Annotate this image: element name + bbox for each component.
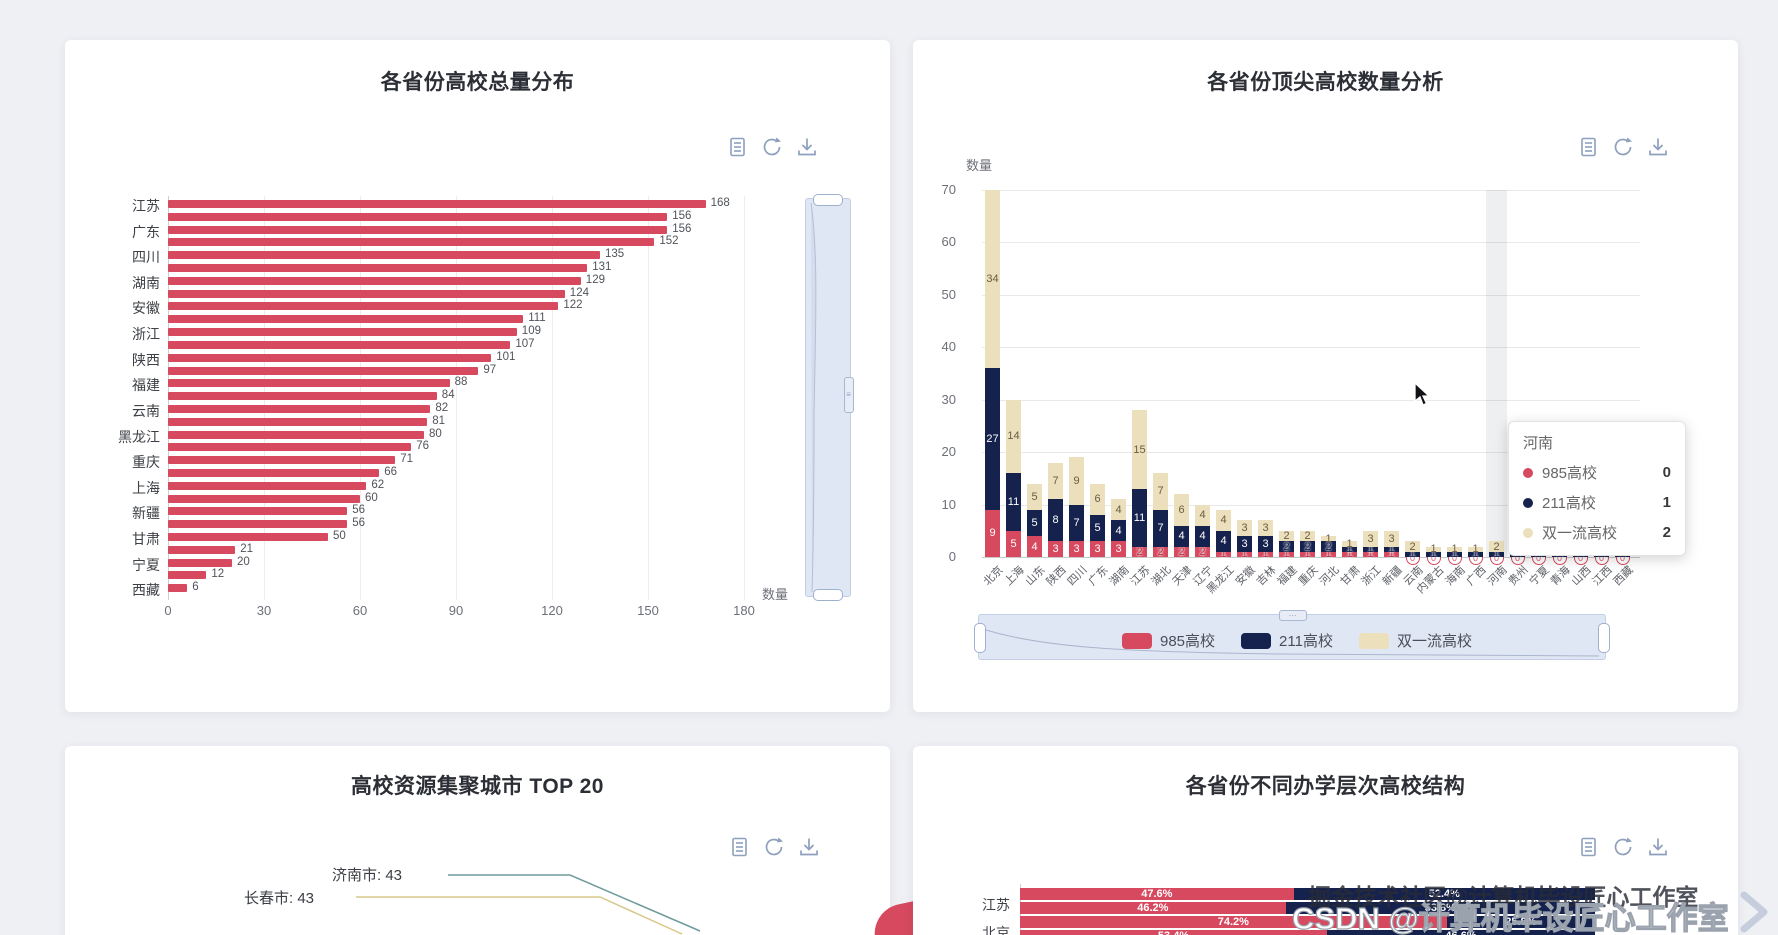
card-top-universities: 各省份顶尖高校数量分析 — [913, 40, 1738, 712]
card2-datazoom-slider[interactable]: ⋯ — [974, 610, 1610, 660]
legend-item-211[interactable]: 211高校 — [1241, 630, 1333, 651]
card1-datazoom-slider[interactable]: ≡ — [805, 194, 854, 601]
save-image-icon[interactable] — [1647, 136, 1669, 158]
tooltip-dot-985 — [1523, 467, 1533, 478]
tooltip-title: 河南 — [1523, 435, 1554, 452]
watermark-csdn: CSDN @计算机毕设匠心工作室 — [1291, 900, 1729, 935]
card2-axis-name: 数量 — [966, 158, 993, 173]
restore-icon[interactable] — [761, 136, 783, 158]
card1-datazoom-shadow-curve — [810, 202, 817, 593]
chevron-right-icon[interactable] — [1736, 889, 1778, 935]
chart-tooltip: 河南 985高校 0 211高校 1 双一流高校 2 — [1508, 421, 1686, 556]
card2-toolbox — [1578, 136, 1669, 158]
mouse-cursor-icon — [1414, 382, 1431, 406]
tooltip-row-shuangyiliu: 双一流高校 2 — [1523, 522, 1671, 543]
card1-datazoom-handle-top[interactable] — [813, 194, 843, 206]
card1-toolbox — [727, 136, 818, 158]
legend-item-shuangyiliu[interactable]: 双一流高校 — [1358, 630, 1472, 651]
legend-label-985: 985高校 — [1160, 633, 1216, 650]
legend-label-211: 211高校 — [1279, 633, 1333, 650]
save-image-icon[interactable] — [1647, 836, 1669, 858]
data-view-icon[interactable] — [1578, 836, 1599, 858]
data-view-icon[interactable] — [1578, 136, 1599, 158]
tooltip-row-985: 985高校 0 — [1523, 462, 1671, 483]
card2-datazoom-handle-left[interactable] — [974, 623, 986, 653]
legend-item-985[interactable]: 985高校 — [1122, 630, 1215, 651]
card2-datazoom-shadow-curve — [982, 628, 1600, 657]
data-view-icon[interactable] — [729, 836, 750, 858]
save-image-icon[interactable] — [798, 836, 820, 858]
card3-toolbox — [729, 836, 820, 858]
pie-label-jinan: 济南市: 43 — [332, 867, 403, 884]
restore-icon[interactable] — [1612, 836, 1634, 858]
card4-axis-line — [1020, 884, 1021, 935]
card3-title: 高校资源集聚城市 TOP 20 — [351, 775, 604, 798]
tooltip-dot-shuangyiliu — [1523, 527, 1533, 538]
card4-toolbox — [1578, 836, 1669, 858]
legend-swatch-985 — [1122, 632, 1152, 649]
card2-datazoom-handle-right[interactable] — [1598, 623, 1610, 653]
tooltip-row-211: 211高校 1 — [1523, 492, 1671, 513]
legend-swatch-211 — [1241, 632, 1272, 649]
legend-swatch-shuangyiliu — [1358, 632, 1389, 649]
data-view-icon[interactable] — [727, 136, 748, 158]
card-top-cities: 高校资源集聚城市 TOP 20 — [65, 746, 890, 935]
card4-title: 各省份不同办学层次高校结构 — [1185, 775, 1466, 798]
card1-title: 各省份高校总量分布 — [380, 71, 575, 94]
restore-icon[interactable] — [763, 836, 785, 858]
card1-datazoom-grip[interactable]: ≡ — [844, 377, 854, 413]
card-total-universities: 各省份高校总量分布 — [65, 40, 890, 712]
legend-label-shuangyiliu: 双一流高校 — [1396, 633, 1472, 650]
card2-title: 各省份顶尖高校数量分析 — [1207, 71, 1444, 94]
save-image-icon[interactable] — [796, 136, 818, 158]
card2-datazoom-selected-range[interactable] — [979, 615, 1605, 659]
card2-legend: 985高校 211高校 双一流高校 — [1122, 630, 1472, 651]
restore-icon[interactable] — [1612, 136, 1634, 158]
pie-label-changchun: 长春市: 43 — [244, 890, 315, 907]
tooltip-dot-211 — [1523, 497, 1533, 508]
card1-axis-name: 数量 — [762, 587, 789, 602]
card2-datazoom-grip[interactable]: ⋯ — [1279, 610, 1307, 621]
card1-datazoom-handle-bottom[interactable] — [813, 589, 843, 601]
